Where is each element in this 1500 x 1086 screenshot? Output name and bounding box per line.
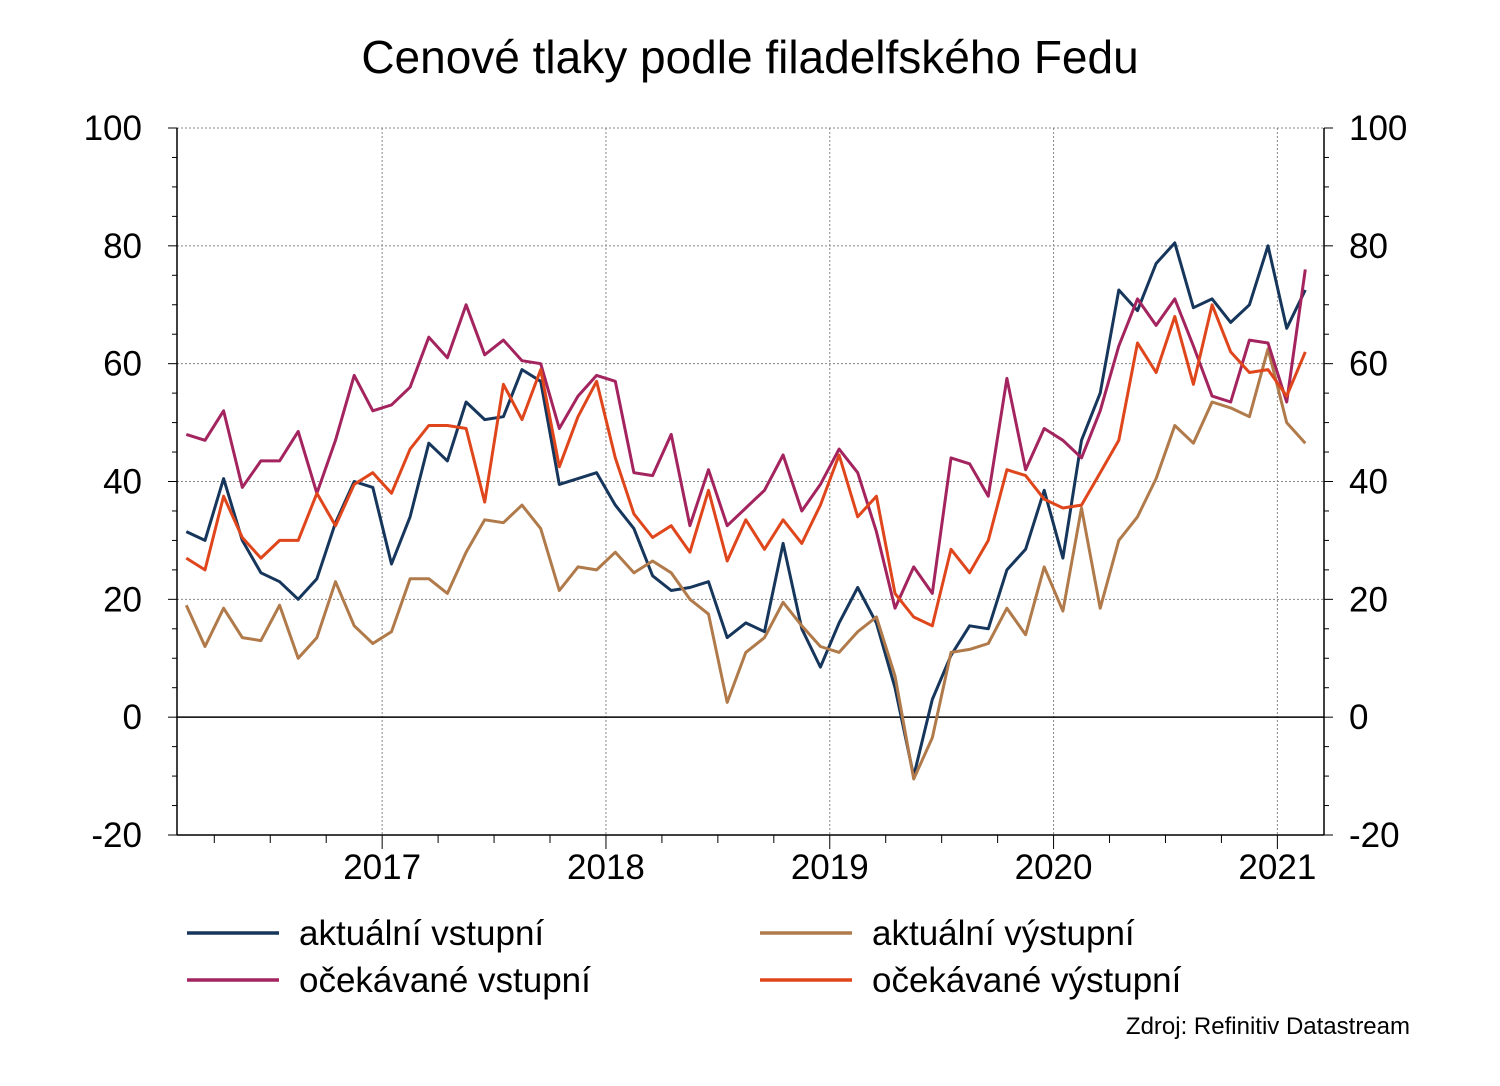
- y-tick-label-left: 20: [103, 580, 142, 619]
- legend: aktuální vstupní aktuální výstupní očekáva…: [187, 914, 1182, 1000]
- legend-label: očekávané výstupní: [872, 961, 1182, 1000]
- grid-lines: [177, 127, 1324, 836]
- series-line-3: [185, 303, 1307, 628]
- legend-label: aktuální výstupní: [872, 914, 1135, 953]
- y-tick-label-right: 80: [1349, 227, 1388, 266]
- y-tick-label-right: 0: [1349, 698, 1368, 737]
- source-note: Zdroj: Refinitiv Datastream: [1125, 1013, 1410, 1040]
- axes: [168, 127, 1333, 849]
- series-line-0: [185, 241, 1307, 778]
- legend-label: očekávané vstupní: [299, 961, 591, 1000]
- x-year-label: 2021: [1238, 848, 1316, 887]
- y-tick-label-right: 60: [1349, 345, 1388, 384]
- chart-title: Cenové tlaky podle filadelfského Fedu: [361, 31, 1139, 83]
- y-tick-label-left: 60: [103, 345, 142, 384]
- y-tick-label-left: 0: [123, 698, 142, 737]
- y-tick-label-right: 20: [1349, 580, 1388, 619]
- x-year-label: 2017: [343, 848, 421, 887]
- y-tick-label-right: -20: [1349, 816, 1400, 855]
- y-tick-label-left: 100: [84, 109, 142, 148]
- x-year-label: 2020: [1015, 848, 1093, 887]
- legend-label: aktuální vstupní: [299, 914, 544, 953]
- y-tick-label-left: -20: [91, 816, 142, 855]
- x-year-label: 2018: [567, 848, 645, 887]
- x-year-label: 2019: [791, 848, 869, 887]
- series-line-2: [185, 269, 1307, 610]
- y-tick-label-left: 40: [103, 463, 142, 502]
- y-tick-label-left: 80: [103, 227, 142, 266]
- series-line-1: [184, 347, 1307, 781]
- y-tick-label-right: 40: [1349, 463, 1388, 502]
- series-lines: [184, 241, 1307, 781]
- y-tick-label-right: 100: [1349, 109, 1407, 148]
